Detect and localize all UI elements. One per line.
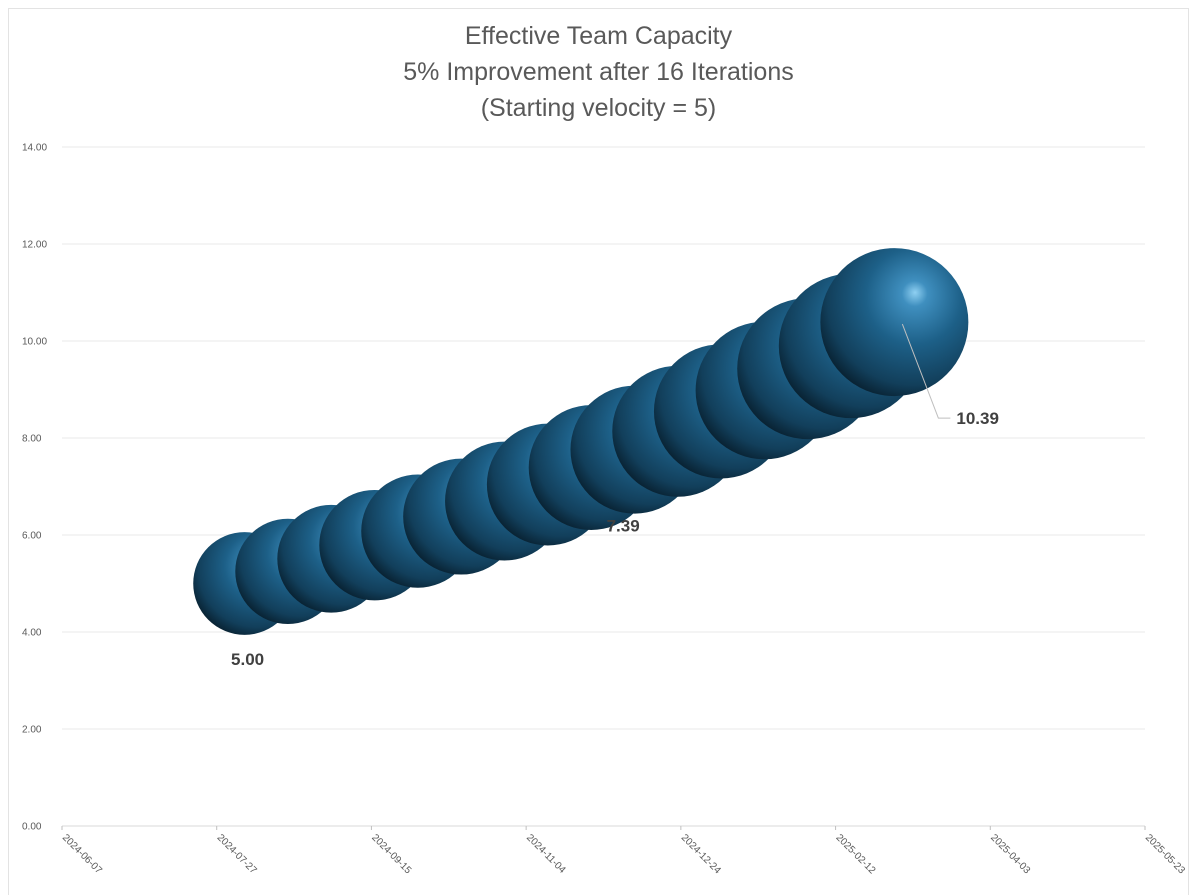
chart-title-line-1: Effective Team Capacity (464, 22, 733, 50)
y-tick-label: 6.00 (22, 531, 42, 542)
data-label: 10.39 (956, 409, 999, 428)
x-tick-label: 2024-07-27 (215, 832, 259, 876)
chart-title: Effective Team Capacity 5% Improvement a… (0, 18, 1197, 126)
x-tick-label: 2024-06-07 (60, 832, 104, 876)
data-label: 5.00 (231, 650, 264, 669)
chart-title-line-2: 5% Improvement after 16 Iterations (403, 58, 794, 86)
y-tick-label: 4.00 (22, 628, 42, 639)
x-tick-label: 2024-09-15 (369, 832, 413, 876)
y-tick-label: 0.00 (22, 822, 42, 833)
chart-title-line-3: (Starting velocity = 5) (480, 94, 717, 122)
leader-line (901, 323, 951, 419)
x-tick-label: 2024-11-04 (524, 832, 568, 876)
x-tick-label: 2025-04-03 (988, 832, 1032, 876)
bubble-series (193, 248, 969, 635)
x-tick-label: 2025-02-12 (833, 832, 877, 876)
bubble-16 (820, 248, 969, 397)
y-axis: 0.00 2.00 4.00 6.00 8.00 10.00 12.00 14.00 (22, 143, 47, 833)
data-labels: 5.00 7.39 10.39 (231, 323, 999, 669)
y-tick-label: 2.00 (22, 725, 42, 736)
x-tick-label: 2025-05-23 (1143, 832, 1187, 876)
y-tick-label: 10.00 (22, 337, 47, 348)
x-tick-label: 2024-12-24 (679, 832, 723, 876)
y-tick-label: 8.00 (22, 434, 42, 445)
y-tick-label: 14.00 (22, 143, 47, 154)
y-tick-label: 12.00 (22, 240, 47, 251)
data-label: 7.39 (607, 517, 640, 536)
x-axis: 2024-06-07 2024-07-27 2024-09-15 2024-11-04… (60, 826, 1187, 877)
